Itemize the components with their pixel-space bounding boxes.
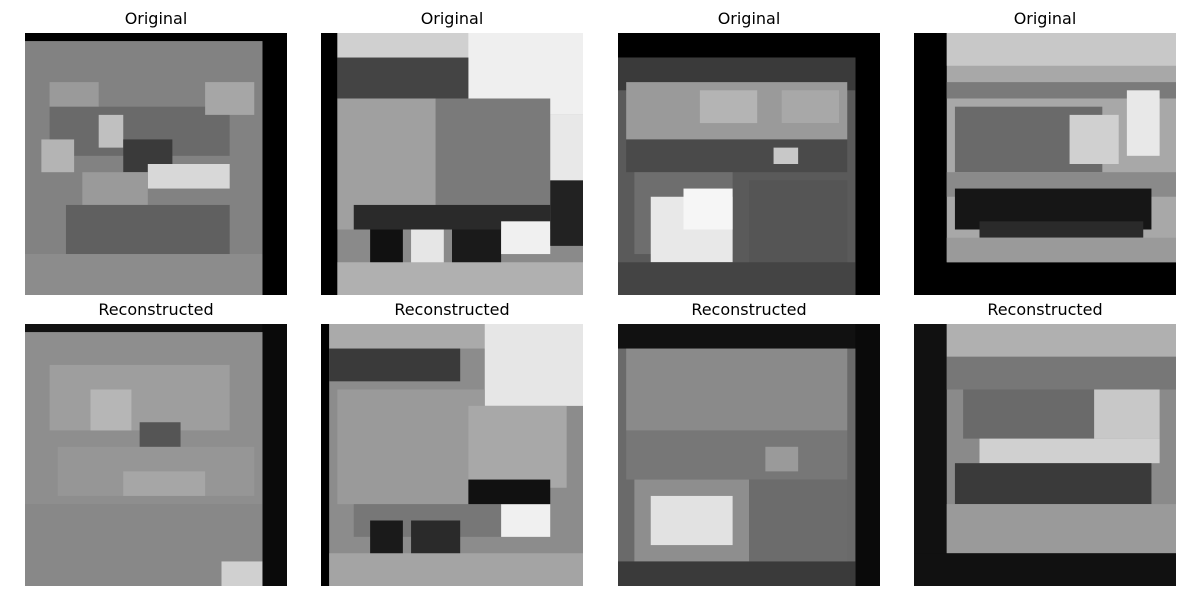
original-image-2 xyxy=(321,33,583,295)
panel-title: Original xyxy=(717,9,781,28)
panel-original-3: Original xyxy=(618,1,880,295)
panel-original-2: Original xyxy=(321,1,583,295)
panel-title: Original xyxy=(420,9,484,28)
original-image-4 xyxy=(914,33,1176,295)
panel-title: Reconstructed xyxy=(98,300,214,319)
panel-reconstructed-2: Reconstructed xyxy=(321,292,583,586)
panel-original-1: Original xyxy=(25,1,287,295)
original-image-3 xyxy=(618,33,880,295)
panel-reconstructed-1: Reconstructed xyxy=(25,292,287,586)
reconstructed-image-1 xyxy=(25,324,287,586)
original-image-1 xyxy=(25,33,287,295)
panel-title: Reconstructed xyxy=(691,300,807,319)
panel-title: Original xyxy=(1013,9,1077,28)
panel-original-4: Original xyxy=(914,1,1176,295)
reconstructed-image-4 xyxy=(914,324,1176,586)
reconstructed-image-3 xyxy=(618,324,880,586)
panel-reconstructed-4: Reconstructed xyxy=(914,292,1176,586)
panel-reconstructed-3: Reconstructed xyxy=(618,292,880,586)
panel-title: Original xyxy=(124,9,188,28)
reconstructed-image-2 xyxy=(321,324,583,586)
panel-title: Reconstructed xyxy=(987,300,1103,319)
panel-title: Reconstructed xyxy=(394,300,510,319)
